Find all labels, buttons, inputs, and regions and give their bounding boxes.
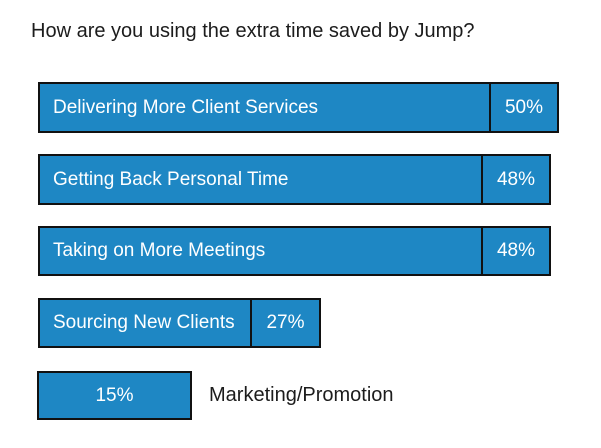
bar-row: Sourcing New Clients 27% xyxy=(38,298,321,348)
bar-row: Getting Back Personal Time 48% xyxy=(38,154,551,205)
bar: 15% xyxy=(37,371,192,420)
bar-row: 15% Marketing/Promotion xyxy=(37,371,394,420)
bar: Getting Back Personal Time 48% xyxy=(38,154,551,205)
bar: Taking on More Meetings 48% xyxy=(38,226,551,276)
bar-value: 50% xyxy=(489,84,557,131)
bar-value: 48% xyxy=(481,228,549,274)
bar-label: Taking on More Meetings xyxy=(53,240,266,261)
bar-value: 48% xyxy=(481,156,549,203)
bar-row: Taking on More Meetings 48% xyxy=(38,226,551,276)
bar: Delivering More Client Services 50% xyxy=(38,82,559,133)
bar-label: Getting Back Personal Time xyxy=(53,168,289,190)
bar-label: Sourcing New Clients xyxy=(53,312,235,333)
bar: Sourcing New Clients 27% xyxy=(38,298,321,348)
bar-outside-label: Marketing/Promotion xyxy=(209,384,394,406)
bar-value: 27% xyxy=(250,300,319,346)
bar-label: Delivering More Client Services xyxy=(53,96,319,118)
bar-value: 15% xyxy=(95,384,134,406)
bar-row: Delivering More Client Services 50% xyxy=(38,82,559,133)
chart-title: How are you using the extra time saved b… xyxy=(31,20,475,42)
